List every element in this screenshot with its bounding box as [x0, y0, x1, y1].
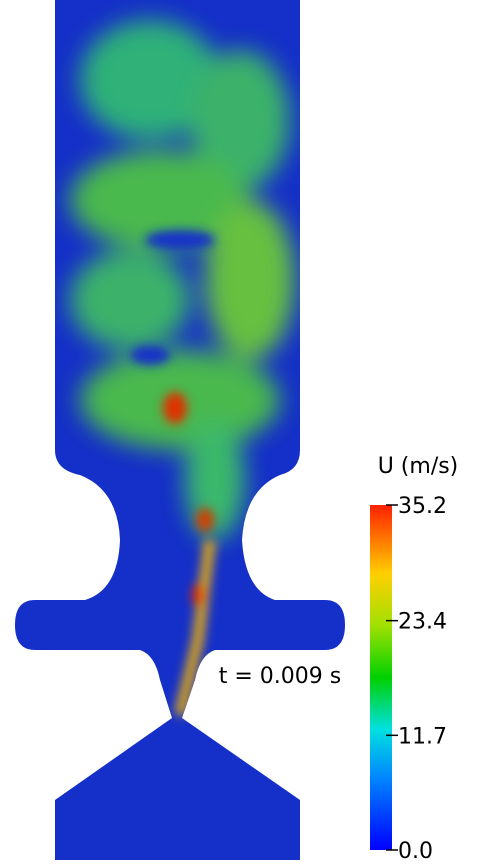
flow-field: [15, 0, 345, 860]
colorbar-tick-label: 35.2: [398, 494, 447, 519]
colorbar-tick-label: 23.4: [398, 610, 447, 635]
colorbar: [370, 505, 392, 850]
colorbar-tick-label: 11.7: [398, 724, 447, 749]
time-annotation: t = 0.009 s: [219, 664, 341, 689]
colorbar-tick-label: 0.0: [398, 839, 433, 864]
colorbar-title: U (m/s): [378, 454, 459, 479]
